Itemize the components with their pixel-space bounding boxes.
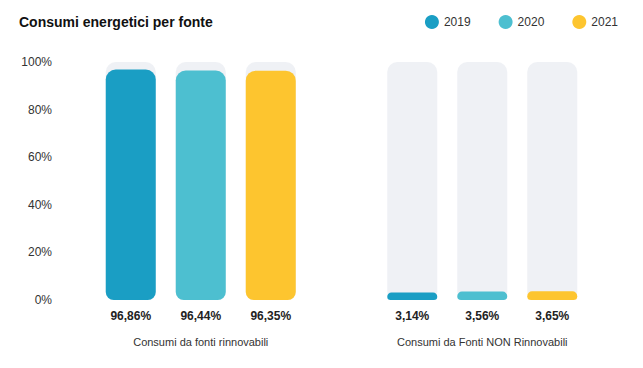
svg-text:0%: 0% bbox=[35, 293, 53, 307]
svg-text:40%: 40% bbox=[28, 198, 52, 212]
svg-text:2019: 2019 bbox=[444, 15, 471, 29]
svg-text:2021: 2021 bbox=[591, 15, 618, 29]
svg-text:96,86%: 96,86% bbox=[110, 309, 151, 323]
svg-text:3,14%: 3,14% bbox=[395, 309, 429, 323]
svg-text:80%: 80% bbox=[28, 103, 52, 117]
svg-text:100%: 100% bbox=[21, 55, 52, 69]
svg-text:2020: 2020 bbox=[518, 15, 545, 29]
svg-text:60%: 60% bbox=[28, 150, 52, 164]
svg-text:96,44%: 96,44% bbox=[180, 309, 221, 323]
svg-text:3,56%: 3,56% bbox=[465, 309, 499, 323]
svg-text:96,35%: 96,35% bbox=[250, 309, 291, 323]
svg-text:3,65%: 3,65% bbox=[535, 309, 569, 323]
svg-text:Consumi da Fonti NON Rinnovabi: Consumi da Fonti NON Rinnovabili bbox=[397, 336, 568, 348]
svg-text:Consumi da fonti rinnovabili: Consumi da fonti rinnovabili bbox=[133, 336, 268, 348]
svg-text:Consumi energetici per fonte: Consumi energetici per fonte bbox=[19, 14, 213, 30]
svg-text:20%: 20% bbox=[28, 245, 52, 259]
